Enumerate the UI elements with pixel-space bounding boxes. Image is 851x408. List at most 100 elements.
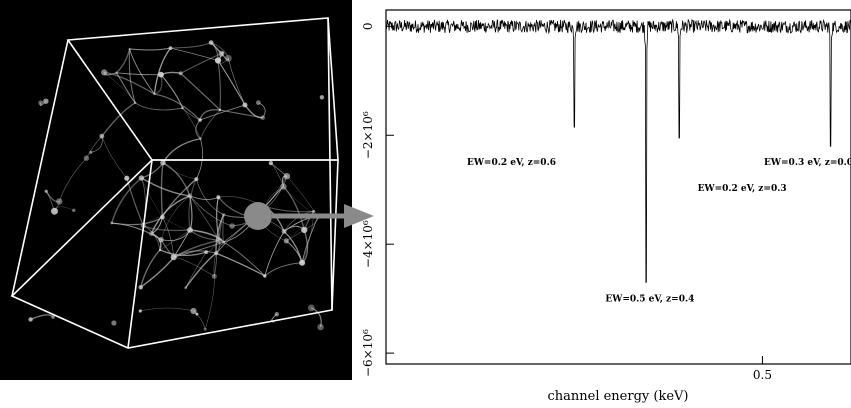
halo-node bbox=[283, 173, 291, 180]
cube-back-face bbox=[66, 17, 339, 161]
halo-node bbox=[178, 71, 183, 76]
halo-node bbox=[194, 177, 199, 182]
filament bbox=[30, 314, 54, 321]
halo-node bbox=[124, 175, 130, 181]
filament bbox=[86, 135, 103, 159]
filament bbox=[188, 178, 197, 231]
halo-node bbox=[208, 40, 214, 45]
filament bbox=[126, 178, 144, 226]
filament bbox=[185, 252, 217, 289]
filament bbox=[270, 162, 284, 187]
filament bbox=[141, 162, 164, 179]
filament bbox=[129, 47, 171, 51]
halo-node bbox=[307, 304, 315, 312]
halo-node bbox=[312, 209, 316, 213]
filament bbox=[265, 206, 314, 213]
y-tick-label: −2×10⁶ bbox=[361, 111, 375, 159]
line-annotation: EW=0.5 eV, z=0.4 bbox=[605, 294, 694, 304]
filament bbox=[143, 225, 191, 232]
cube-wireframe bbox=[10, 17, 339, 349]
filament bbox=[160, 195, 190, 240]
halo-node bbox=[214, 251, 219, 256]
filament bbox=[286, 211, 314, 242]
halo-node bbox=[160, 159, 166, 166]
filament bbox=[173, 241, 224, 258]
filament bbox=[162, 216, 191, 231]
halo-node bbox=[222, 213, 226, 217]
filament bbox=[128, 48, 136, 103]
filament bbox=[161, 229, 191, 242]
sightline-marker bbox=[244, 202, 272, 230]
halo-node bbox=[229, 223, 235, 229]
filament bbox=[189, 195, 220, 241]
filament bbox=[180, 53, 222, 74]
filament bbox=[162, 162, 191, 197]
filament bbox=[228, 58, 246, 106]
filament bbox=[173, 250, 217, 258]
filament bbox=[161, 178, 197, 218]
halo-node bbox=[148, 231, 154, 237]
filament bbox=[116, 72, 136, 104]
halo-node bbox=[216, 237, 223, 244]
filament bbox=[173, 239, 220, 258]
halo-node bbox=[170, 254, 177, 261]
filament bbox=[162, 137, 201, 164]
filament bbox=[140, 307, 194, 312]
cosmic-web-filaments bbox=[28, 40, 325, 331]
spectrum-plot: 0.5 0 −2×10⁶ −4×10⁶ −6×10⁶ EW=0.2 eV, z=0.6… bbox=[361, 9, 851, 404]
y-tick-label: 0 bbox=[361, 23, 375, 31]
filament bbox=[222, 214, 225, 243]
filament bbox=[160, 71, 181, 76]
x-axis-label: channel energy (keV) bbox=[547, 389, 688, 404]
filament bbox=[154, 93, 201, 121]
halo-node bbox=[190, 307, 197, 315]
filament bbox=[153, 47, 172, 95]
halo-node bbox=[99, 133, 105, 139]
halo-node bbox=[51, 315, 55, 319]
halo-node bbox=[158, 237, 164, 243]
plot-frame bbox=[385, 9, 851, 365]
halo-node bbox=[195, 312, 199, 316]
y-tick-label: −4×10⁶ bbox=[361, 220, 375, 268]
halo-node bbox=[218, 108, 222, 112]
halo-node bbox=[225, 54, 232, 62]
filament bbox=[283, 230, 303, 263]
filament bbox=[193, 310, 206, 330]
y-axis-ticks: 0 −2×10⁶ −4×10⁶ −6×10⁶ bbox=[361, 23, 394, 377]
filament bbox=[116, 48, 131, 74]
filament bbox=[162, 162, 197, 180]
filament bbox=[204, 276, 215, 330]
halo-node bbox=[211, 273, 217, 279]
sightline-arrow-head bbox=[344, 204, 374, 228]
halo-node bbox=[222, 240, 225, 244]
filament bbox=[111, 177, 142, 224]
filament bbox=[141, 177, 190, 197]
filament bbox=[217, 60, 221, 111]
halo-node bbox=[110, 221, 114, 225]
halo-node bbox=[181, 106, 184, 110]
halo-node bbox=[28, 317, 33, 322]
filament bbox=[160, 162, 164, 218]
filament bbox=[199, 104, 246, 121]
halo-node bbox=[283, 238, 289, 244]
filament bbox=[170, 47, 219, 61]
filament bbox=[195, 119, 201, 139]
halo-node bbox=[274, 312, 279, 317]
halo-node bbox=[198, 118, 202, 122]
filament bbox=[217, 60, 246, 106]
filament bbox=[282, 186, 305, 231]
filament bbox=[189, 229, 220, 241]
halo-node bbox=[199, 137, 202, 140]
filament bbox=[189, 195, 219, 200]
filament bbox=[90, 136, 103, 153]
halo-node bbox=[187, 193, 193, 199]
filament bbox=[180, 72, 221, 111]
filament bbox=[200, 109, 221, 139]
filament bbox=[264, 262, 303, 277]
halo-node bbox=[133, 101, 137, 105]
halo-node bbox=[214, 57, 222, 64]
halo-node bbox=[281, 228, 287, 234]
halo-node bbox=[138, 309, 142, 313]
